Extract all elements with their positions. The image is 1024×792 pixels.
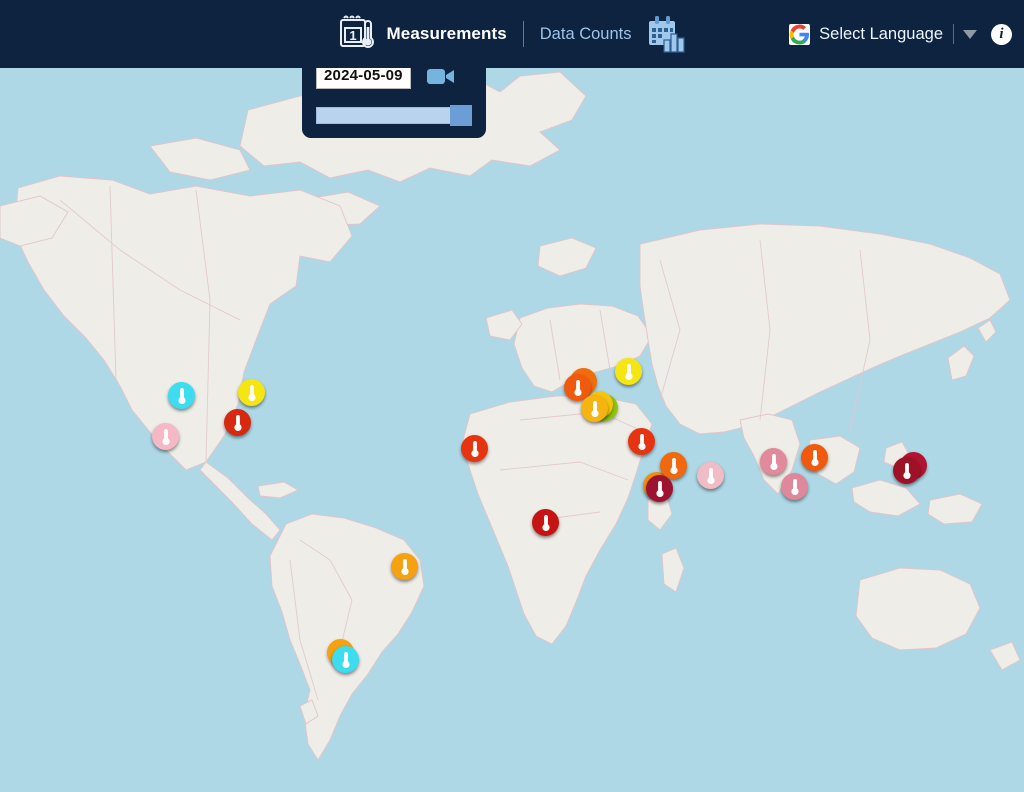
- marker-us-west[interactable]: [168, 382, 195, 409]
- marker-india-north[interactable]: [760, 448, 787, 475]
- slider-track[interactable]: [316, 107, 472, 124]
- marker-india-south[interactable]: [781, 473, 808, 500]
- marker-us-southeast[interactable]: [224, 409, 251, 436]
- nav-measurements-label[interactable]: Measurements: [386, 24, 507, 43]
- marker-us-southwest[interactable]: [152, 423, 179, 450]
- lang-divider: [953, 24, 954, 44]
- video-camera-icon[interactable]: [426, 67, 455, 86]
- marker-yemen[interactable]: [646, 475, 673, 502]
- marker-argentina[interactable]: [332, 646, 359, 673]
- svg-text:1: 1: [349, 28, 356, 43]
- marker-ukraine[interactable]: [615, 358, 642, 385]
- info-icon[interactable]: i: [991, 23, 1012, 45]
- marker-saudi-north[interactable]: [660, 452, 687, 479]
- marker-taiwan[interactable]: [893, 457, 920, 484]
- nav-data-counts-label[interactable]: Data Counts: [539, 24, 632, 43]
- marker-west-africa[interactable]: [461, 435, 488, 462]
- calendar-thermometer-icon[interactable]: 1: [335, 12, 379, 56]
- nav-divider: [522, 21, 524, 47]
- timeline-slider[interactable]: [316, 105, 472, 126]
- marker-egypt[interactable]: [628, 428, 655, 455]
- marker-brazil[interactable]: [391, 553, 418, 580]
- google-translate-widget[interactable]: Select Language i: [789, 0, 1012, 68]
- marker-balkans[interactable]: [581, 395, 608, 422]
- marker-india-east[interactable]: [801, 444, 828, 471]
- top-header-bar: 1 Measurements Data Counts: [0, 0, 1024, 68]
- marker-uae[interactable]: [697, 462, 724, 489]
- marker-gulf-guinea[interactable]: [532, 509, 559, 536]
- calendar-barchart-icon[interactable]: [645, 12, 689, 56]
- google-g-icon: [789, 23, 811, 45]
- select-language-label[interactable]: Select Language: [819, 24, 943, 43]
- header-nav: 1 Measurements Data Counts: [0, 0, 1024, 68]
- chevron-down-icon[interactable]: [963, 29, 977, 39]
- marker-us-midwest[interactable]: [238, 379, 265, 406]
- slider-handle[interactable]: [450, 105, 472, 126]
